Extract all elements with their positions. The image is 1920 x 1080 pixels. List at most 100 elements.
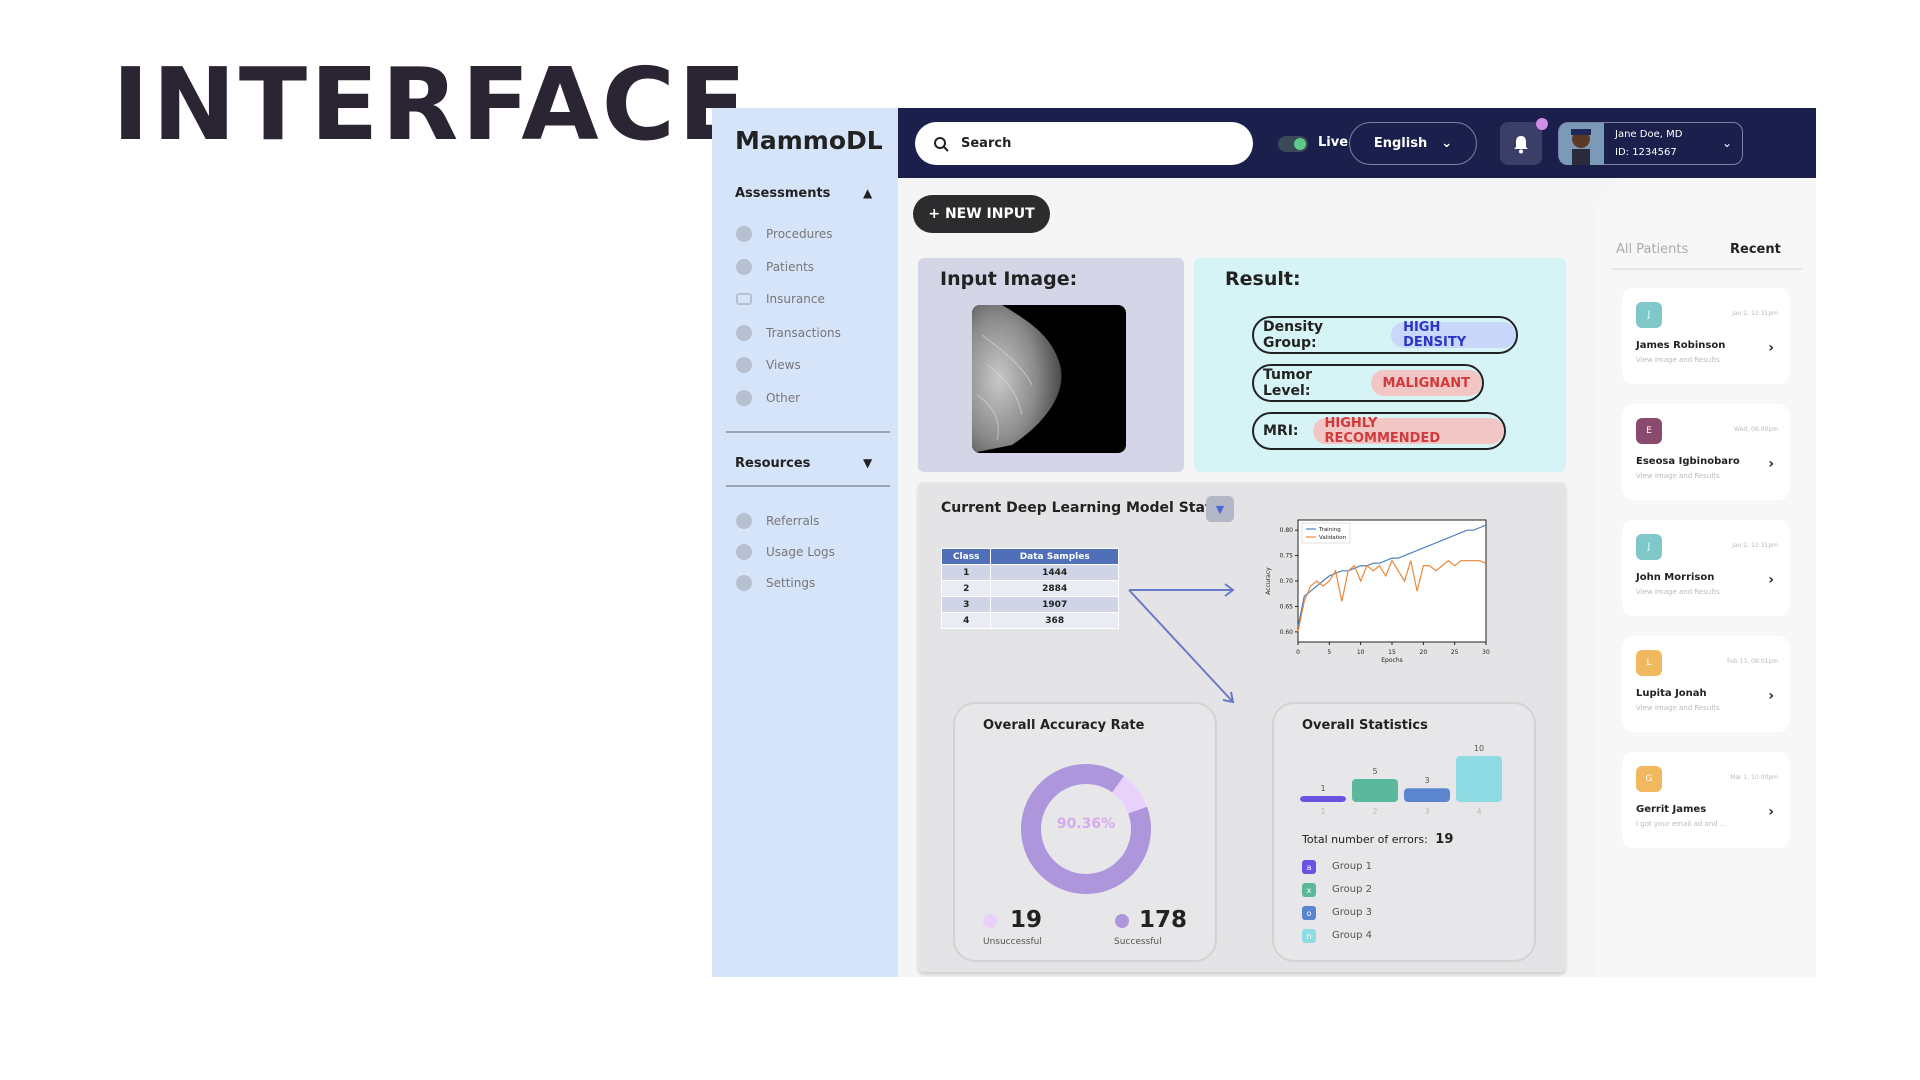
bar-group-2 <box>1352 779 1398 802</box>
stats-dropdown-button[interactable]: ▼ <box>1206 496 1234 522</box>
slide-title: INTERFACE <box>112 46 750 163</box>
patient-name: Gerrit James <box>1636 804 1707 815</box>
table-row: 2 2884 <box>940 580 1119 597</box>
table-cell: 1444 <box>990 564 1119 581</box>
y-tick-label: 0.70 <box>1280 578 1294 585</box>
bar-group-1 <box>1300 796 1346 802</box>
sidebar-item-referrals[interactable]: Referrals <box>736 513 819 529</box>
sidebar-item-views[interactable]: Views <box>736 357 801 373</box>
divider <box>726 485 890 487</box>
bar-group-3 <box>1404 788 1450 802</box>
result-density: Density Group: HIGH DENSITY <box>1252 316 1518 354</box>
y-tick-label: 0.80 <box>1280 527 1294 534</box>
search-icon <box>934 136 949 152</box>
chevron-right-icon[interactable]: › <box>1768 572 1774 588</box>
search-input[interactable]: Search <box>915 122 1253 165</box>
caret-down-icon[interactable]: ▼ <box>863 456 873 470</box>
bar-value-label: 1 <box>1320 784 1325 793</box>
bar-category-label: 4 <box>1476 807 1481 816</box>
legend-label: Training <box>1318 527 1341 533</box>
tab-recent[interactable]: Recent <box>1730 242 1781 257</box>
chevron-right-icon[interactable]: › <box>1768 804 1774 820</box>
notifications-button[interactable] <box>1500 122 1542 165</box>
patient-card[interactable]: G Mar 1, 10:00pm Gerrit James I got your… <box>1622 752 1790 848</box>
accuracy-panel: Overall Accuracy Rate 90.36% 19 Unsucces… <box>953 702 1217 962</box>
sidebar-item-other[interactable]: Other <box>736 390 800 406</box>
bar-value-label: 3 <box>1424 776 1429 785</box>
sidebar-item-usage-logs[interactable]: Usage Logs <box>736 544 835 560</box>
result-card: Result: Density Group: HIGH DENSITY Tumo… <box>1194 258 1566 472</box>
patient-card[interactable]: E Wed, 06:00pm Eseosa Igbinobaro View Im… <box>1622 404 1790 500</box>
group-4-swatch: n <box>1302 929 1316 943</box>
unsuccessful-label: Unsuccessful <box>983 937 1042 947</box>
patient-card[interactable]: J Jan 2, 12:31pm John Morrison View Imag… <box>1622 520 1790 616</box>
class-table: Class Data Samples 1 1444 2 2884 3 1907 4 36… <box>940 548 1119 629</box>
patient-card[interactable]: J Jan 2, 12:31pm James Robinson View Ima… <box>1622 288 1790 384</box>
x-tick-label: 25 <box>1451 649 1459 656</box>
sidebar-item-label: Settings <box>766 576 816 590</box>
donut-successful-slice <box>1021 764 1151 894</box>
legend-box <box>1301 522 1351 544</box>
assessments-header[interactable]: Assessments <box>735 186 831 201</box>
patients-panel: All Patients Recent J Jan 2, 12:31pm Jam… <box>1596 178 1816 977</box>
model-stats-card: Current Deep Learning Model Stats ▼ Clas… <box>918 482 1566 972</box>
accuracy-line-chart: 0 5 10 15 20 25 30 0.60 0.65 0.70 0.75 0.80 Epochs Ac… <box>1265 519 1490 664</box>
mammogram-image[interactable] <box>972 305 1126 453</box>
tumor-badge: MALIGNANT <box>1370 370 1482 396</box>
divider <box>726 431 890 433</box>
chevron-right-icon[interactable]: › <box>1768 456 1774 472</box>
language-select[interactable]: English ⌄ <box>1349 122 1477 165</box>
patient-avatar: E <box>1636 418 1662 444</box>
new-input-button[interactable]: + NEW INPUT <box>913 195 1050 233</box>
x-tick-label: 5 <box>1327 649 1331 656</box>
y-tick-label: 0.60 <box>1280 629 1294 636</box>
result-label: MRI: <box>1263 423 1299 439</box>
sidebar-item-label: Patients <box>766 260 815 274</box>
accuracy-title: Overall Accuracy Rate <box>983 718 1145 733</box>
patient-card[interactable]: L Feb 13, 08:01pm Lupita Jonah View Imag… <box>1622 636 1790 732</box>
input-image-card: Input Image: <box>918 258 1184 472</box>
successful-count: 178 <box>1139 907 1188 933</box>
chevron-right-icon[interactable]: › <box>1768 340 1774 356</box>
x-tick-label: 30 <box>1482 649 1490 656</box>
resources-header[interactable]: Resources <box>735 456 811 471</box>
table-cell: 1 <box>940 564 992 581</box>
errors-summary: Total number of errors: 19 <box>1302 832 1453 847</box>
bar-category-label: 2 <box>1372 807 1377 816</box>
chevron-right-icon[interactable]: › <box>1768 688 1774 704</box>
views-icon <box>736 357 752 373</box>
sidebar-item-insurance[interactable]: Insurance <box>736 292 825 306</box>
sidebar-item-procedures[interactable]: Procedures <box>736 226 833 242</box>
sidebar-item-transactions[interactable]: Transactions <box>736 325 841 341</box>
table-row: 4 368 <box>940 612 1119 629</box>
top-bar: Search Live English ⌄ Jane Doe, MD ID: 1… <box>898 108 1816 178</box>
sidebar-item-settings[interactable]: Settings <box>736 575 815 591</box>
successful-dot <box>1115 914 1129 928</box>
x-tick-label: 10 <box>1357 649 1365 656</box>
live-toggle[interactable] <box>1278 136 1308 152</box>
table-cell: 1907 <box>990 596 1119 613</box>
result-mri: MRI: HIGHLY RECOMMENDED <box>1252 412 1506 450</box>
notification-badge <box>1536 118 1548 130</box>
table-cell: 2 <box>940 580 992 597</box>
y-tick-label: 0.65 <box>1280 603 1294 610</box>
chevron-down-icon: ⌄ <box>1441 136 1453 151</box>
table-cell: 4 <box>940 612 992 629</box>
user-id: ID: 1234567 <box>1615 147 1677 158</box>
user-menu[interactable]: Jane Doe, MD ID: 1234567 ⌄ <box>1558 122 1743 165</box>
patient-subtitle: View Image and Results <box>1636 704 1720 712</box>
sidebar-item-label: Procedures <box>766 227 833 241</box>
result-label: Density Group: <box>1263 319 1324 351</box>
patient-avatar: J <box>1636 534 1662 560</box>
x-tick-label: 20 <box>1420 649 1428 656</box>
caret-up-icon[interactable]: ▲ <box>863 186 873 200</box>
patient-subtitle: View Image and Results <box>1636 356 1720 364</box>
bar-category-label: 3 <box>1424 807 1429 816</box>
group-4-label: Group 4 <box>1332 930 1372 941</box>
series-line-training <box>1297 524 1487 627</box>
tab-all-patients[interactable]: All Patients <box>1616 242 1689 257</box>
sidebar-item-patients[interactable]: Patients <box>736 259 814 275</box>
patients-icon <box>736 259 752 275</box>
patient-date: Mar 1, 10:00pm <box>1730 774 1778 781</box>
avatar <box>1559 123 1604 165</box>
